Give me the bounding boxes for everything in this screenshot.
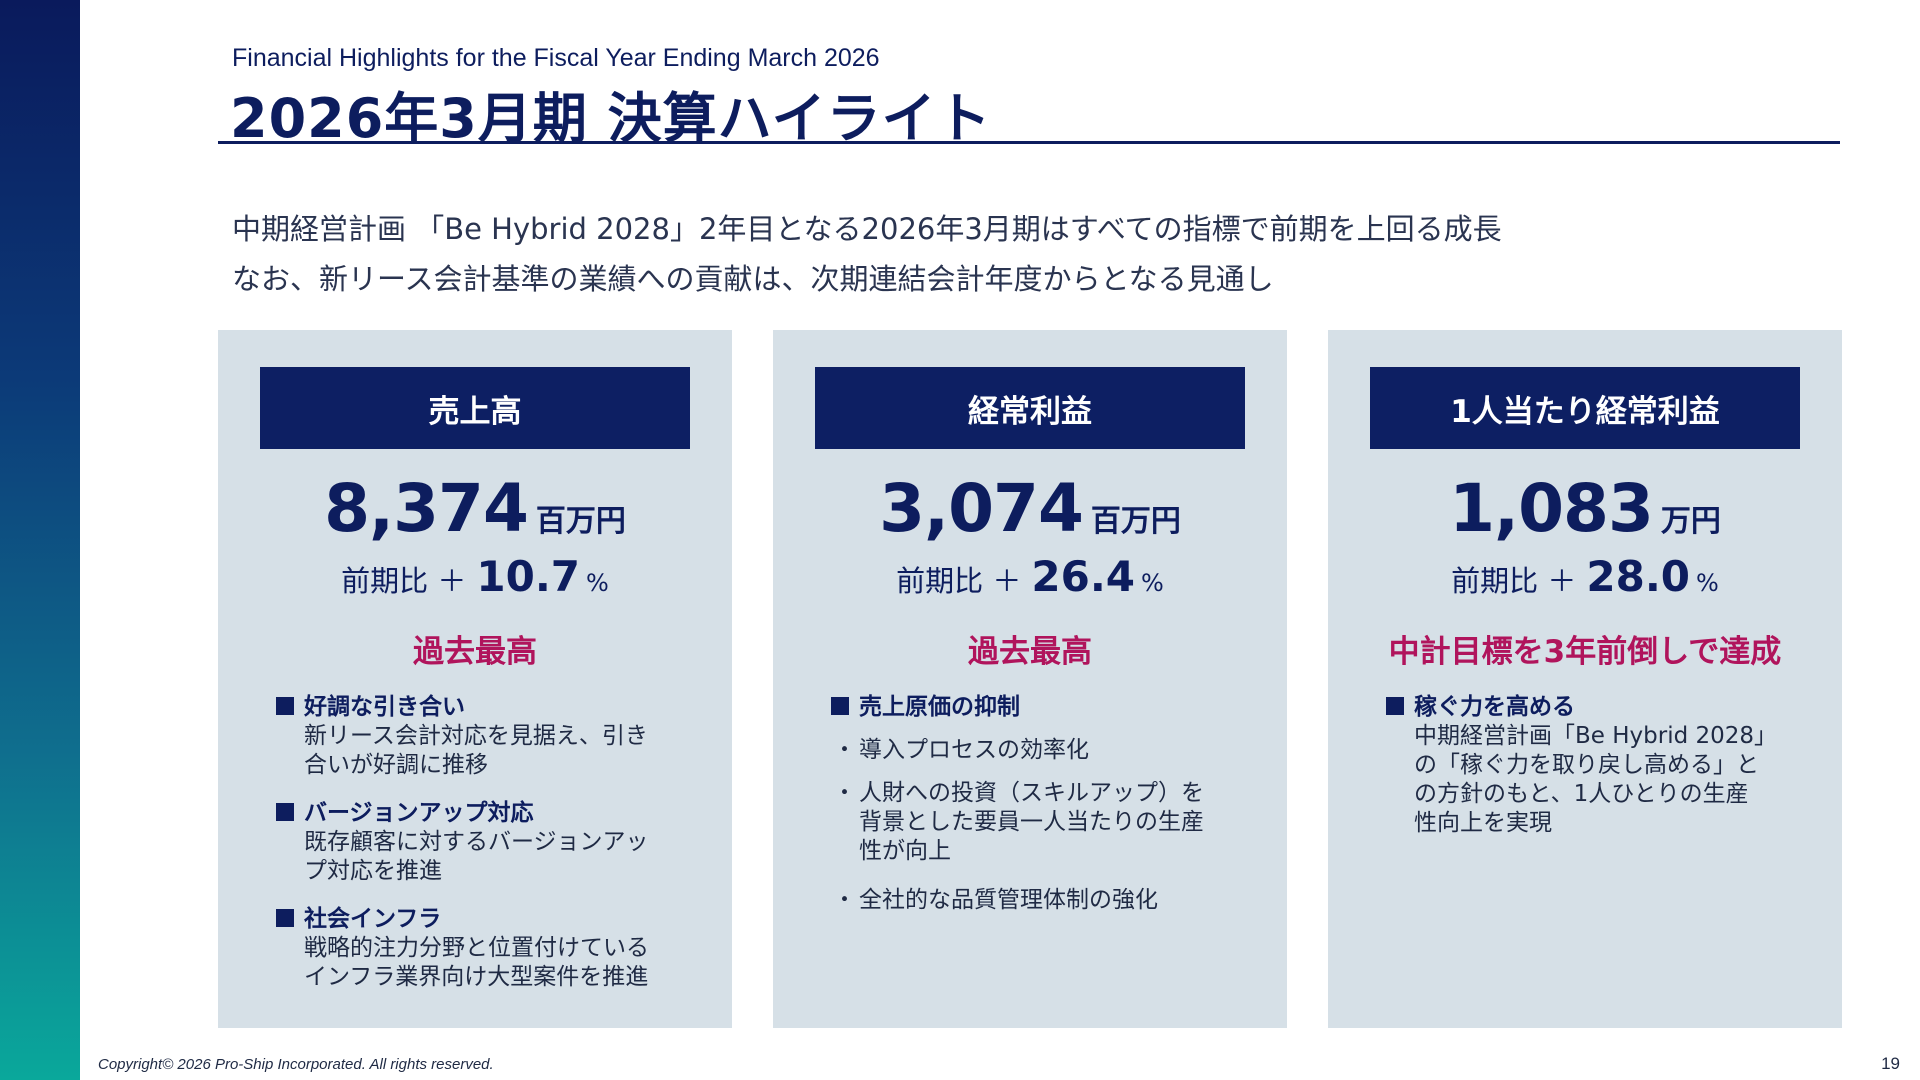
dot-item-text: 導入プロセスの効率化 <box>859 737 1089 763</box>
bullet-heading: 売上原価の抑制 <box>831 692 1261 722</box>
value-number: 3,074 <box>879 470 1084 547</box>
dot-bullet-icon: ・ <box>833 737 856 763</box>
bullet-list: 売上原価の抑制 ・導入プロセスの効率化 ・人財への投資（スキルアップ）を 背景と… <box>831 692 1261 915</box>
value-unit: 万円 <box>1660 504 1721 539</box>
bullet-list: 稼ぐ力を高める 中期経営計画「Be Hybrid 2028」 の「稼ぐ力を取り戻… <box>1386 692 1816 856</box>
value-number: 1,083 <box>1449 470 1654 547</box>
dot-bullet-icon: ・ <box>833 887 856 913</box>
dot-bullet-icon: ・ <box>833 780 856 806</box>
square-bullet-icon <box>1386 697 1404 715</box>
intro-line-1: 中期経営計画 「Be Hybrid 2028」2年目となる2026年3月期はすべ… <box>232 212 1502 246</box>
dot-list-item: ・人財への投資（スキルアップ）を 背景とした要員一人当たりの生産 性が向上 <box>831 779 1261 866</box>
dot-list-item: ・全社的な品質管理体制の強化 <box>831 886 1261 915</box>
bullet-heading-text: 稼ぐ力を高める <box>1414 694 1575 720</box>
bullet-heading-text: 好調な引き合い <box>304 694 465 720</box>
intro-text: 中期経営計画 「Be Hybrid 2028」2年目となる2026年3月期はすべ… <box>232 204 1502 304</box>
dot-item-text: 人財への投資（スキルアップ）を 背景とした要員一人当たりの生産 性が向上 <box>859 780 1204 864</box>
dot-list-item: ・導入プロセスの効率化 <box>831 736 1261 765</box>
yoy-unit: % <box>1696 569 1719 597</box>
value-unit: 百万円 <box>1090 504 1181 539</box>
title-divider <box>218 141 1840 144</box>
square-bullet-icon <box>276 909 294 927</box>
bullet-heading-text: 売上原価の抑制 <box>859 694 1020 720</box>
highlight-text: 過去最高 <box>968 634 1092 670</box>
yoy-row: 前期比 ＋ 28.0 % <box>1328 552 1842 601</box>
square-bullet-icon <box>276 697 294 715</box>
sidebar-gradient <box>0 0 80 1080</box>
yoy-row: 前期比 ＋ 10.7 % <box>218 552 732 601</box>
bullet-heading: 社会インフラ <box>276 904 706 934</box>
yoy-value: 28.0 <box>1586 552 1691 601</box>
page-number: 19 <box>1881 1054 1900 1073</box>
card-header: 経常利益 <box>815 367 1245 449</box>
bullet-heading: バージョンアップ対応 <box>276 798 706 828</box>
yoy-unit: % <box>1141 569 1164 597</box>
yoy-label: 前期比 ＋ <box>341 564 467 598</box>
yoy-value: 26.4 <box>1031 552 1136 601</box>
card-sales: 売上高 8,374 百万円 前期比 ＋ 10.7 % 過去最高 好調な引き合い … <box>218 330 732 1028</box>
highlight-text: 中計目標を3年前倒しで達成 <box>1388 634 1782 670</box>
copyright-text: Copyright© 2026 Pro-Ship Incorporated. A… <box>98 1056 494 1073</box>
value-unit: 百万円 <box>535 504 626 539</box>
bullet-text: 既存顧客に対するバージョンアッ プ対応を推進 <box>304 829 649 884</box>
yoy-label: 前期比 ＋ <box>1451 564 1577 598</box>
page-subtitle-en: Financial Highlights for the Fiscal Year… <box>232 44 880 72</box>
bullet-list: 好調な引き合い 新リース会計対応を見据え、引き 合いが好調に推移 バージョンアッ… <box>276 692 706 1010</box>
highlight-text: 過去最高 <box>413 634 537 670</box>
card-header: 売上高 <box>260 367 690 449</box>
bullet-heading: 好調な引き合い <box>276 692 706 722</box>
intro-line-2: なお、新リース会計基準の業績への貢献は、次期連結会計年度からとなる見通し <box>232 262 1274 296</box>
bullet-heading-text: 社会インフラ <box>304 906 442 932</box>
bullet-text: 中期経営計画「Be Hybrid 2028」 の「稼ぐ力を取り戻し高める」と の… <box>1414 723 1778 836</box>
card-header: 1人当たり経常利益 <box>1370 367 1800 449</box>
bullet-text: 新リース会計対応を見据え、引き 合いが好調に推移 <box>304 723 648 778</box>
square-bullet-icon <box>276 803 294 821</box>
yoy-row: 前期比 ＋ 26.4 % <box>773 552 1287 601</box>
metric-value: 8,374 百万円 <box>218 470 732 547</box>
page-title: 2026年3月期 決算ハイライト <box>230 87 992 150</box>
metric-value: 1,083 万円 <box>1328 470 1842 547</box>
bullet-heading: 稼ぐ力を高める <box>1386 692 1816 722</box>
metric-value: 3,074 百万円 <box>773 470 1287 547</box>
bullet-heading-text: バージョンアップ対応 <box>304 800 534 826</box>
card-profit-per-employee: 1人当たり経常利益 1,083 万円 前期比 ＋ 28.0 % 中計目標を3年前… <box>1328 330 1842 1028</box>
yoy-label: 前期比 ＋ <box>896 564 1022 598</box>
square-bullet-icon <box>831 697 849 715</box>
value-number: 8,374 <box>324 470 529 547</box>
card-ordinary-profit: 経常利益 3,074 百万円 前期比 ＋ 26.4 % 過去最高 売上原価の抑制… <box>773 330 1287 1028</box>
dot-item-text: 全社的な品質管理体制の強化 <box>859 887 1158 913</box>
yoy-value: 10.7 <box>476 552 581 601</box>
yoy-unit: % <box>586 569 609 597</box>
bullet-text: 戦略的注力分野と位置付けている インフラ業界向け大型案件を推進 <box>304 935 649 990</box>
